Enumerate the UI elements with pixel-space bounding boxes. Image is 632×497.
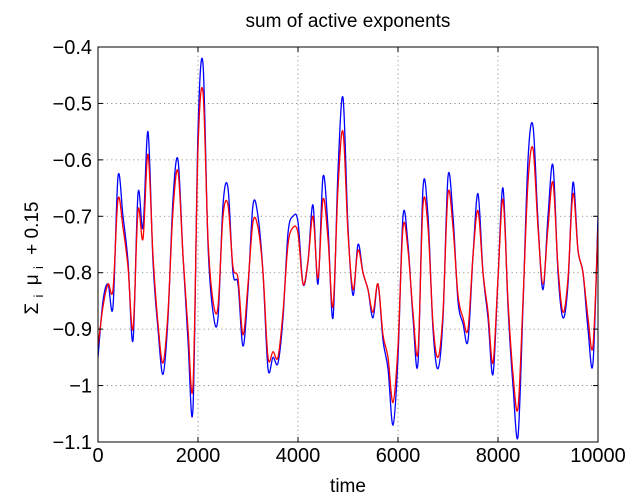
y-label-offset: + 0.15	[22, 202, 43, 255]
y-label-sigma: Σ	[22, 303, 43, 315]
y-label-sub-i1: i	[31, 294, 46, 297]
axis-ticks	[97, 46, 599, 443]
chart-title: sum of active exponents	[246, 11, 451, 32]
x-tick-label: 2000	[176, 445, 221, 467]
x-tick-label: 6000	[376, 445, 421, 467]
y-tick-label: −0.7	[53, 206, 92, 228]
x-axis-label: time	[330, 476, 366, 497]
x-tick-label: 10000	[570, 445, 626, 467]
x-tick-label: 0	[92, 445, 103, 467]
x-tick-label: 4000	[276, 445, 321, 467]
y-tick-label: −0.8	[53, 263, 92, 285]
plot-frame	[97, 46, 599, 443]
y-label-mu: μ	[22, 274, 43, 285]
y-axis-label: Σ i μ i + 0.15	[22, 202, 48, 315]
x-tick-label: 8000	[476, 445, 521, 467]
y-tick-label: −1	[69, 376, 92, 398]
series-line-red	[98, 86, 598, 412]
y-tick-label: −0.4	[53, 37, 92, 59]
y-tick-label: −0.5	[53, 93, 92, 115]
data-series	[98, 57, 598, 440]
y-tick-label: −1.1	[53, 432, 92, 454]
y-tick-label: −0.9	[53, 319, 92, 341]
y-tick-label: −0.6	[53, 150, 92, 172]
y-label-sub-i2: i	[31, 266, 46, 269]
x-tick-labels: 0 2000 4000 6000 8000 10000	[92, 445, 625, 467]
y-tick-labels: −1.1 −1 −0.9 −0.8 −0.7 −0.6 −0.5 −0.4	[53, 37, 92, 454]
